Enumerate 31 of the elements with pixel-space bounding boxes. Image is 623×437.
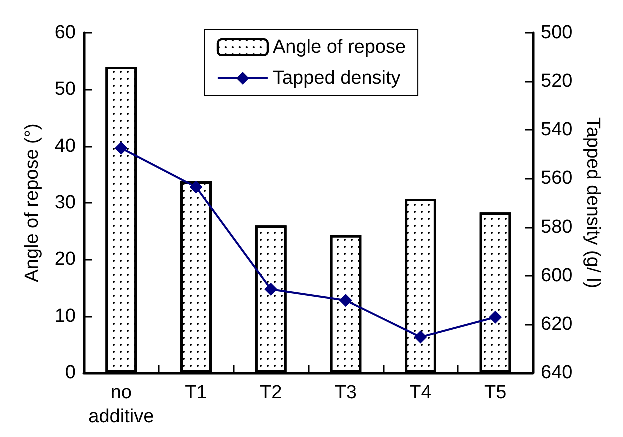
y2-tick-label: 500 [541,22,573,44]
y-tick-label: 30 [54,192,76,214]
x-tick-label: T1 [185,382,208,404]
y-tick-label: 40 [54,136,76,157]
point [114,142,128,155]
y-tick-label: 0 [65,362,76,384]
y2-tick-label: 620 [541,314,573,335]
point [264,282,278,296]
y-axis-title: Angle of repose (°) [22,124,43,282]
y2-tick-label: 540 [541,120,573,141]
y-tick-label: 50 [54,79,76,100]
point [190,180,203,194]
point [414,330,428,344]
point [489,310,502,324]
y2-tick-label: 640 [541,362,573,384]
y2-tick-label: 560 [541,168,573,190]
point [339,294,352,308]
y-tick-label: 20 [54,249,76,270]
y2-axis-title: Tapped density (g/ l) [582,117,604,289]
x-tick-label: T2 [260,382,282,404]
y-tick-label: 10 [54,306,76,327]
y2-tick-label: 520 [541,71,573,92]
y-tick-label: 60 [54,22,76,44]
x-tick-label: T4 [410,382,432,404]
y2-tick-label: 600 [541,265,573,286]
x-tick-label: no additive [88,382,154,428]
legend-label: Tapped density [272,68,402,89]
x-tick-label: T5 [484,382,507,404]
y2-tick-label: 580 [541,216,573,238]
x-tick-label: T3 [334,382,358,404]
legend-label: Angle of repose [272,37,406,58]
